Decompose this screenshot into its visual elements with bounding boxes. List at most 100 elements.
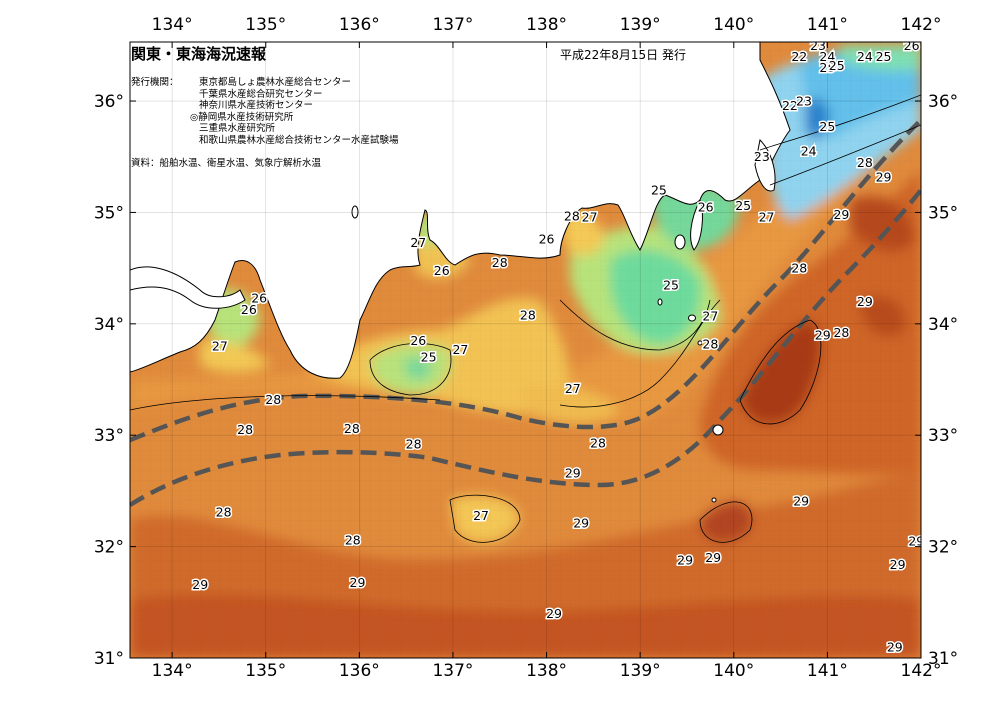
lat-tick-label-left: 33° [94, 426, 124, 446]
svg-text:27: 27 [759, 209, 775, 224]
svg-text:29: 29 [815, 327, 831, 342]
publisher-org: ◎静岡県水産技術研究所 [190, 111, 294, 123]
isotherm-label: 25 [827, 56, 846, 74]
isotherm-label: 26 [696, 198, 715, 216]
isotherm-label: 25 [818, 59, 837, 77]
isotherm-label: 27 [409, 234, 428, 252]
svg-text:27: 27 [452, 342, 468, 357]
svg-text:26: 26 [251, 291, 267, 306]
graticule [130, 42, 921, 658]
svg-text:28: 28 [344, 421, 360, 436]
isotherm-label: 27 [580, 208, 599, 226]
isotherm-label: 28 [343, 531, 362, 549]
kuroshio-inner-edge [130, 118, 921, 443]
svg-text:25: 25 [829, 58, 845, 73]
publisher-org: 和歌山県農林水産総合技術センター水産試験場 [199, 134, 399, 146]
svg-text:24: 24 [819, 49, 835, 64]
isotherm-label: 24 [818, 47, 837, 65]
isotherm-label: 29 [572, 514, 591, 532]
svg-text:28: 28 [520, 307, 536, 322]
isotherm-label: 26 [537, 230, 556, 248]
isotherm-label: 22 [790, 47, 809, 65]
svg-text:29: 29 [565, 466, 581, 481]
svg-text:26: 26 [434, 263, 450, 278]
svg-text:28: 28 [216, 505, 232, 520]
svg-text:25: 25 [421, 350, 437, 365]
svg-text:28: 28 [564, 208, 580, 223]
svg-text:25: 25 [876, 49, 892, 64]
svg-text:28: 28 [237, 422, 253, 437]
map-title: 関東・東海海況速報 [131, 45, 267, 63]
isotherm-label: 28 [404, 435, 423, 453]
isotherm-label: 29 [855, 293, 874, 311]
isotherm-label: 28 [562, 207, 581, 225]
lon-tick-label-bottom: 138° [526, 661, 567, 681]
lat-tick-label-right: 34° [928, 315, 958, 335]
lon-tick-label-bottom: 136° [339, 661, 380, 681]
isotherm-label: 27 [451, 340, 470, 358]
lon-tick-label-top: 135° [245, 15, 286, 35]
lon-tick-label-top: 142° [901, 15, 942, 35]
isotherm-label: 26 [432, 261, 451, 279]
svg-text:28: 28 [265, 392, 281, 407]
isotherm-label: 28 [832, 324, 851, 342]
isotherm-label: 25 [818, 118, 837, 136]
isotherm-label: 29 [545, 604, 564, 622]
isotherm-label: 29 [191, 575, 210, 593]
svg-text:27: 27 [702, 309, 718, 324]
izu-islands [351, 205, 724, 503]
svg-text:23: 23 [796, 94, 812, 109]
svg-text:27: 27 [582, 209, 598, 224]
lat-tick-label-left: 35° [94, 203, 124, 223]
svg-text:26: 26 [410, 333, 426, 348]
isotherm-label: 22 [780, 96, 799, 114]
isotherm-label: 28 [264, 391, 283, 409]
isotherm-label: 29 [874, 168, 893, 186]
isotherm-label: 28 [701, 335, 720, 353]
svg-text:25: 25 [651, 183, 667, 198]
svg-text:28: 28 [590, 436, 606, 451]
isotherm-label: 27 [472, 506, 491, 524]
svg-text:29: 29 [908, 534, 924, 549]
svg-text:29: 29 [677, 552, 693, 567]
publisher-list: 東京都島しょ農林水産総合センター 千葉県水産総合研究センター 神奈川県水産技術センタ… [190, 77, 399, 147]
isotherm-label: 27 [563, 379, 582, 397]
isotherm-lines [130, 94, 921, 543]
svg-text:28: 28 [492, 255, 508, 270]
svg-text:26: 26 [539, 232, 555, 247]
isotherm-label: 25 [419, 348, 438, 366]
svg-text:25: 25 [735, 198, 751, 213]
svg-text:26: 26 [698, 199, 714, 214]
publisher-block: 発行機関： 東京都島しょ農林水産総合センター 千葉県水産総合研究センター 神奈川県水… [131, 77, 399, 147]
lon-tick-label-bottom: 140° [713, 661, 754, 681]
isotherm-label: 23 [795, 92, 814, 110]
isotherm-label: 28 [236, 421, 255, 439]
lon-tick-label-top: 137° [432, 15, 473, 35]
svg-text:28: 28 [857, 155, 873, 170]
svg-text:28: 28 [833, 325, 849, 340]
isotherm-label: 27 [701, 307, 720, 325]
svg-text:25: 25 [819, 119, 835, 134]
isotherm-label: 29 [888, 555, 907, 573]
svg-text:27: 27 [565, 381, 581, 396]
kuroshio-outer-edge [130, 188, 921, 507]
land [130, 42, 791, 379]
svg-text:27: 27 [410, 235, 426, 250]
isotherm-label: 24 [855, 47, 874, 65]
lon-tick-label-bottom: 135° [245, 661, 286, 681]
lon-tick-label-bottom: 139° [620, 661, 661, 681]
publisher-label: 発行機関： [131, 77, 179, 88]
svg-text:23: 23 [810, 38, 826, 53]
lon-tick-label-bottom: 142° [901, 661, 942, 681]
svg-text:29: 29 [573, 516, 589, 531]
svg-text:22: 22 [791, 49, 807, 64]
isotherm-label: 25 [734, 197, 753, 215]
isotherm-label: 25 [874, 47, 893, 65]
publisher-org: 三重県水産研究所 [199, 123, 276, 135]
lat-tick-label-left: 34° [94, 315, 124, 335]
isotherm-label: 28 [790, 259, 809, 277]
lon-tick-label-top: 141° [807, 15, 848, 35]
lon-tick-label-top: 139° [620, 15, 661, 35]
issue-date: 平成22年8月15日 発行 [560, 48, 686, 62]
svg-text:26: 26 [904, 38, 920, 53]
